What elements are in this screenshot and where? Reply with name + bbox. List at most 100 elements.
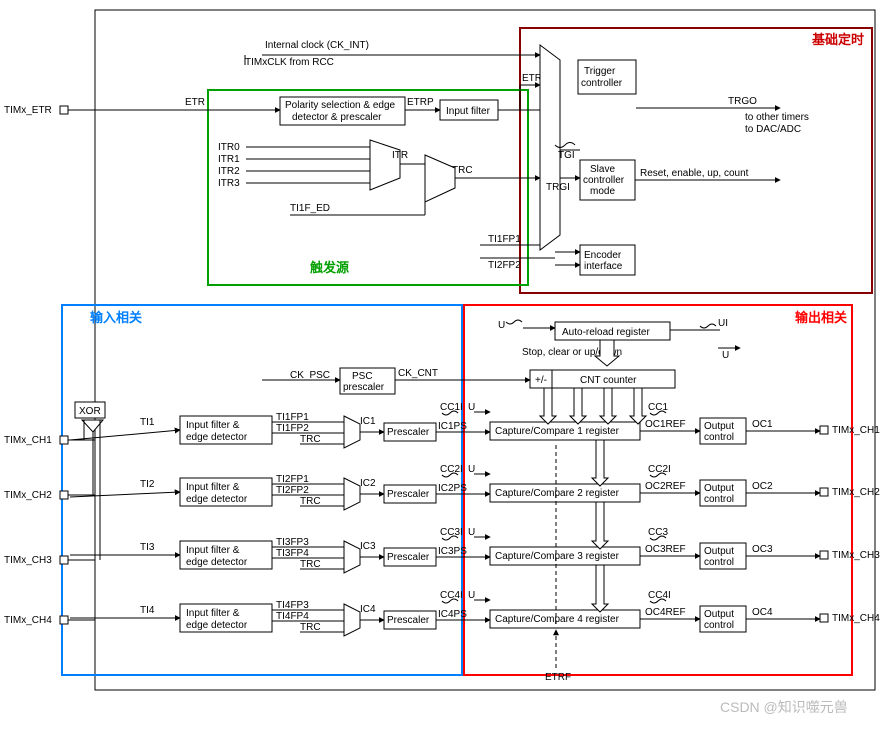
channel-4: TI4Input filter &edge detectorTI4FP3TI4F… bbox=[70, 590, 820, 636]
label-ck-cnt: CK_CNT bbox=[398, 368, 438, 379]
svg-text:edge detector: edge detector bbox=[186, 557, 248, 568]
pin-TIMx_CH3: TIMx_CH3 bbox=[4, 555, 95, 566]
svg-text:Output: Output bbox=[704, 421, 734, 432]
svg-text:IC2PS: IC2PS bbox=[438, 483, 467, 494]
svg-text:Output: Output bbox=[704, 546, 734, 557]
svg-text:TGI: TGI bbox=[558, 150, 575, 161]
svg-text:mode: mode bbox=[590, 186, 615, 197]
svg-text:TIMx_CH3: TIMx_CH3 bbox=[4, 555, 52, 566]
svg-text:ITR1: ITR1 bbox=[218, 154, 240, 165]
svg-text:Prescaler: Prescaler bbox=[387, 552, 430, 563]
svg-text:control: control bbox=[704, 557, 734, 568]
label-etrp: ETRP bbox=[407, 97, 434, 108]
svg-text:OC4REF: OC4REF bbox=[645, 607, 686, 618]
pin-TIMx_CH4-out: TIMx_CH4 bbox=[820, 613, 880, 624]
autoreload-cnt: Auto-reload register Stop, clear or up/d… bbox=[262, 318, 740, 394]
svg-text:Trigger: Trigger bbox=[584, 66, 616, 77]
svg-text:OC1: OC1 bbox=[752, 419, 773, 430]
svg-text:U: U bbox=[498, 320, 505, 331]
svg-text:ITR2: ITR2 bbox=[218, 166, 240, 177]
channel-1: TI1Input filter &edge detectorTI1FP1TI1F… bbox=[70, 402, 820, 448]
label-polarity1: Polarity selection & edge bbox=[285, 100, 396, 111]
channel-2: TI2Input filter &edge detectorTI2FP1TI2F… bbox=[70, 464, 820, 510]
svg-text:Slave: Slave bbox=[590, 164, 615, 175]
svg-text:TI2: TI2 bbox=[140, 479, 155, 490]
svg-text:TIMx_ETR: TIMx_ETR bbox=[4, 105, 52, 116]
pin-TIMx_CH1-out: TIMx_CH1 bbox=[820, 425, 880, 436]
svg-text:U: U bbox=[468, 527, 475, 538]
svg-text:Prescaler: Prescaler bbox=[387, 615, 430, 626]
svg-text:TIMx_CH4: TIMx_CH4 bbox=[4, 615, 52, 626]
svg-text:IC1: IC1 bbox=[360, 416, 376, 427]
svg-text:interface: interface bbox=[584, 261, 623, 272]
svg-text:Input filter &: Input filter & bbox=[186, 608, 240, 619]
svg-text:OC3REF: OC3REF bbox=[645, 544, 686, 555]
svg-text:Reset, enable, up, count: Reset, enable, up, count bbox=[640, 168, 749, 179]
svg-text:prescaler: prescaler bbox=[343, 382, 385, 393]
svg-text:IC4PS: IC4PS bbox=[438, 609, 467, 620]
svg-text:TRGI: TRGI bbox=[546, 182, 570, 193]
label-autoreload: Auto-reload register bbox=[562, 327, 650, 338]
svg-text:U: U bbox=[468, 590, 475, 601]
encoder: Encoder interface bbox=[555, 245, 635, 275]
svg-text:U: U bbox=[722, 350, 729, 361]
svg-text:Capture/Compare 2 register: Capture/Compare 2 register bbox=[495, 488, 620, 499]
etr-chain: ETR Polarity selection & edge detector &… bbox=[70, 73, 548, 125]
label-trc: TRC bbox=[452, 165, 473, 176]
svg-text:TRC: TRC bbox=[300, 559, 321, 570]
svg-text:TI1FP2: TI1FP2 bbox=[276, 423, 309, 434]
svg-text:TI2FP2: TI2FP2 bbox=[488, 260, 521, 271]
internal-clock-line: Internal clock (CK_INT) TIMxCLK from RCC bbox=[245, 40, 540, 68]
svg-text:CC3: CC3 bbox=[648, 527, 668, 538]
svg-text:TI3FP4: TI3FP4 bbox=[276, 548, 309, 559]
svg-text:U: U bbox=[468, 464, 475, 475]
svg-text:UI: UI bbox=[718, 318, 728, 329]
svg-text:TI4FP3: TI4FP3 bbox=[276, 600, 309, 611]
svg-text:OC3: OC3 bbox=[752, 544, 773, 555]
svg-text:Output: Output bbox=[704, 483, 734, 494]
svg-text:U: U bbox=[468, 402, 475, 413]
label-ti1f-ed: TI1F_ED bbox=[290, 203, 330, 214]
xor-block: XOR bbox=[75, 402, 105, 560]
svg-text:CC1: CC1 bbox=[648, 402, 668, 413]
svg-text:control: control bbox=[704, 494, 734, 505]
pin-TIMx_CH4: TIMx_CH4 bbox=[4, 615, 95, 626]
svg-text:IC2: IC2 bbox=[360, 478, 376, 489]
label-output: 输出相关 bbox=[795, 310, 847, 325]
svg-text:control: control bbox=[704, 432, 734, 443]
svg-text:TIMx_CH1: TIMx_CH1 bbox=[832, 425, 880, 436]
svg-text:to DAC/ADC: to DAC/ADC bbox=[745, 124, 801, 135]
svg-text:ITR: ITR bbox=[392, 150, 408, 161]
watermark: CSDN @知识噬元兽 bbox=[720, 699, 848, 715]
svg-text:ITR3: ITR3 bbox=[218, 178, 240, 189]
trigger-controller: Trigger controller TRGO to other timers … bbox=[578, 60, 809, 135]
svg-text:controller: controller bbox=[583, 175, 625, 186]
svg-text:Input filter &: Input filter & bbox=[186, 545, 240, 556]
svg-text:OC2REF: OC2REF bbox=[645, 481, 686, 492]
svg-text:control: control bbox=[704, 620, 734, 631]
svg-text:TI1: TI1 bbox=[140, 417, 155, 428]
label-basic-timer: 基础定时 bbox=[811, 32, 864, 47]
svg-text:IC3PS: IC3PS bbox=[438, 546, 467, 557]
svg-text:TI1FP1: TI1FP1 bbox=[488, 234, 521, 245]
label-input: 输入相关 bbox=[90, 310, 142, 325]
svg-text:Encoder: Encoder bbox=[584, 250, 622, 261]
svg-text:TI4: TI4 bbox=[140, 605, 155, 616]
svg-text:TIMx_CH4: TIMx_CH4 bbox=[832, 613, 880, 624]
label-cnt-counter: CNT counter bbox=[580, 375, 637, 386]
pin-TIMx_CH1: TIMx_CH1 bbox=[4, 435, 95, 446]
svg-text:TRC: TRC bbox=[300, 434, 321, 445]
svg-text:Prescaler: Prescaler bbox=[387, 427, 430, 438]
svg-text:TIMx_CH2: TIMx_CH2 bbox=[832, 487, 880, 498]
svg-text:controller: controller bbox=[581, 78, 623, 89]
pin-TIMx_ETR: TIMx_ETR bbox=[4, 105, 95, 116]
svg-text:edge detector: edge detector bbox=[186, 432, 248, 443]
label-etr: ETR bbox=[185, 97, 205, 108]
svg-text:IC3: IC3 bbox=[360, 541, 376, 552]
label-internal-clock: Internal clock (CK_INT) bbox=[265, 40, 369, 51]
pin-TIMx_CH2: TIMx_CH2 bbox=[4, 490, 95, 501]
svg-text:Capture/Compare 4 register: Capture/Compare 4 register bbox=[495, 614, 620, 625]
svg-text:TIMx_CH3: TIMx_CH3 bbox=[832, 550, 880, 561]
svg-text:TI3FP3: TI3FP3 bbox=[276, 537, 309, 548]
pin-TIMx_CH2-out: TIMx_CH2 bbox=[820, 487, 880, 498]
